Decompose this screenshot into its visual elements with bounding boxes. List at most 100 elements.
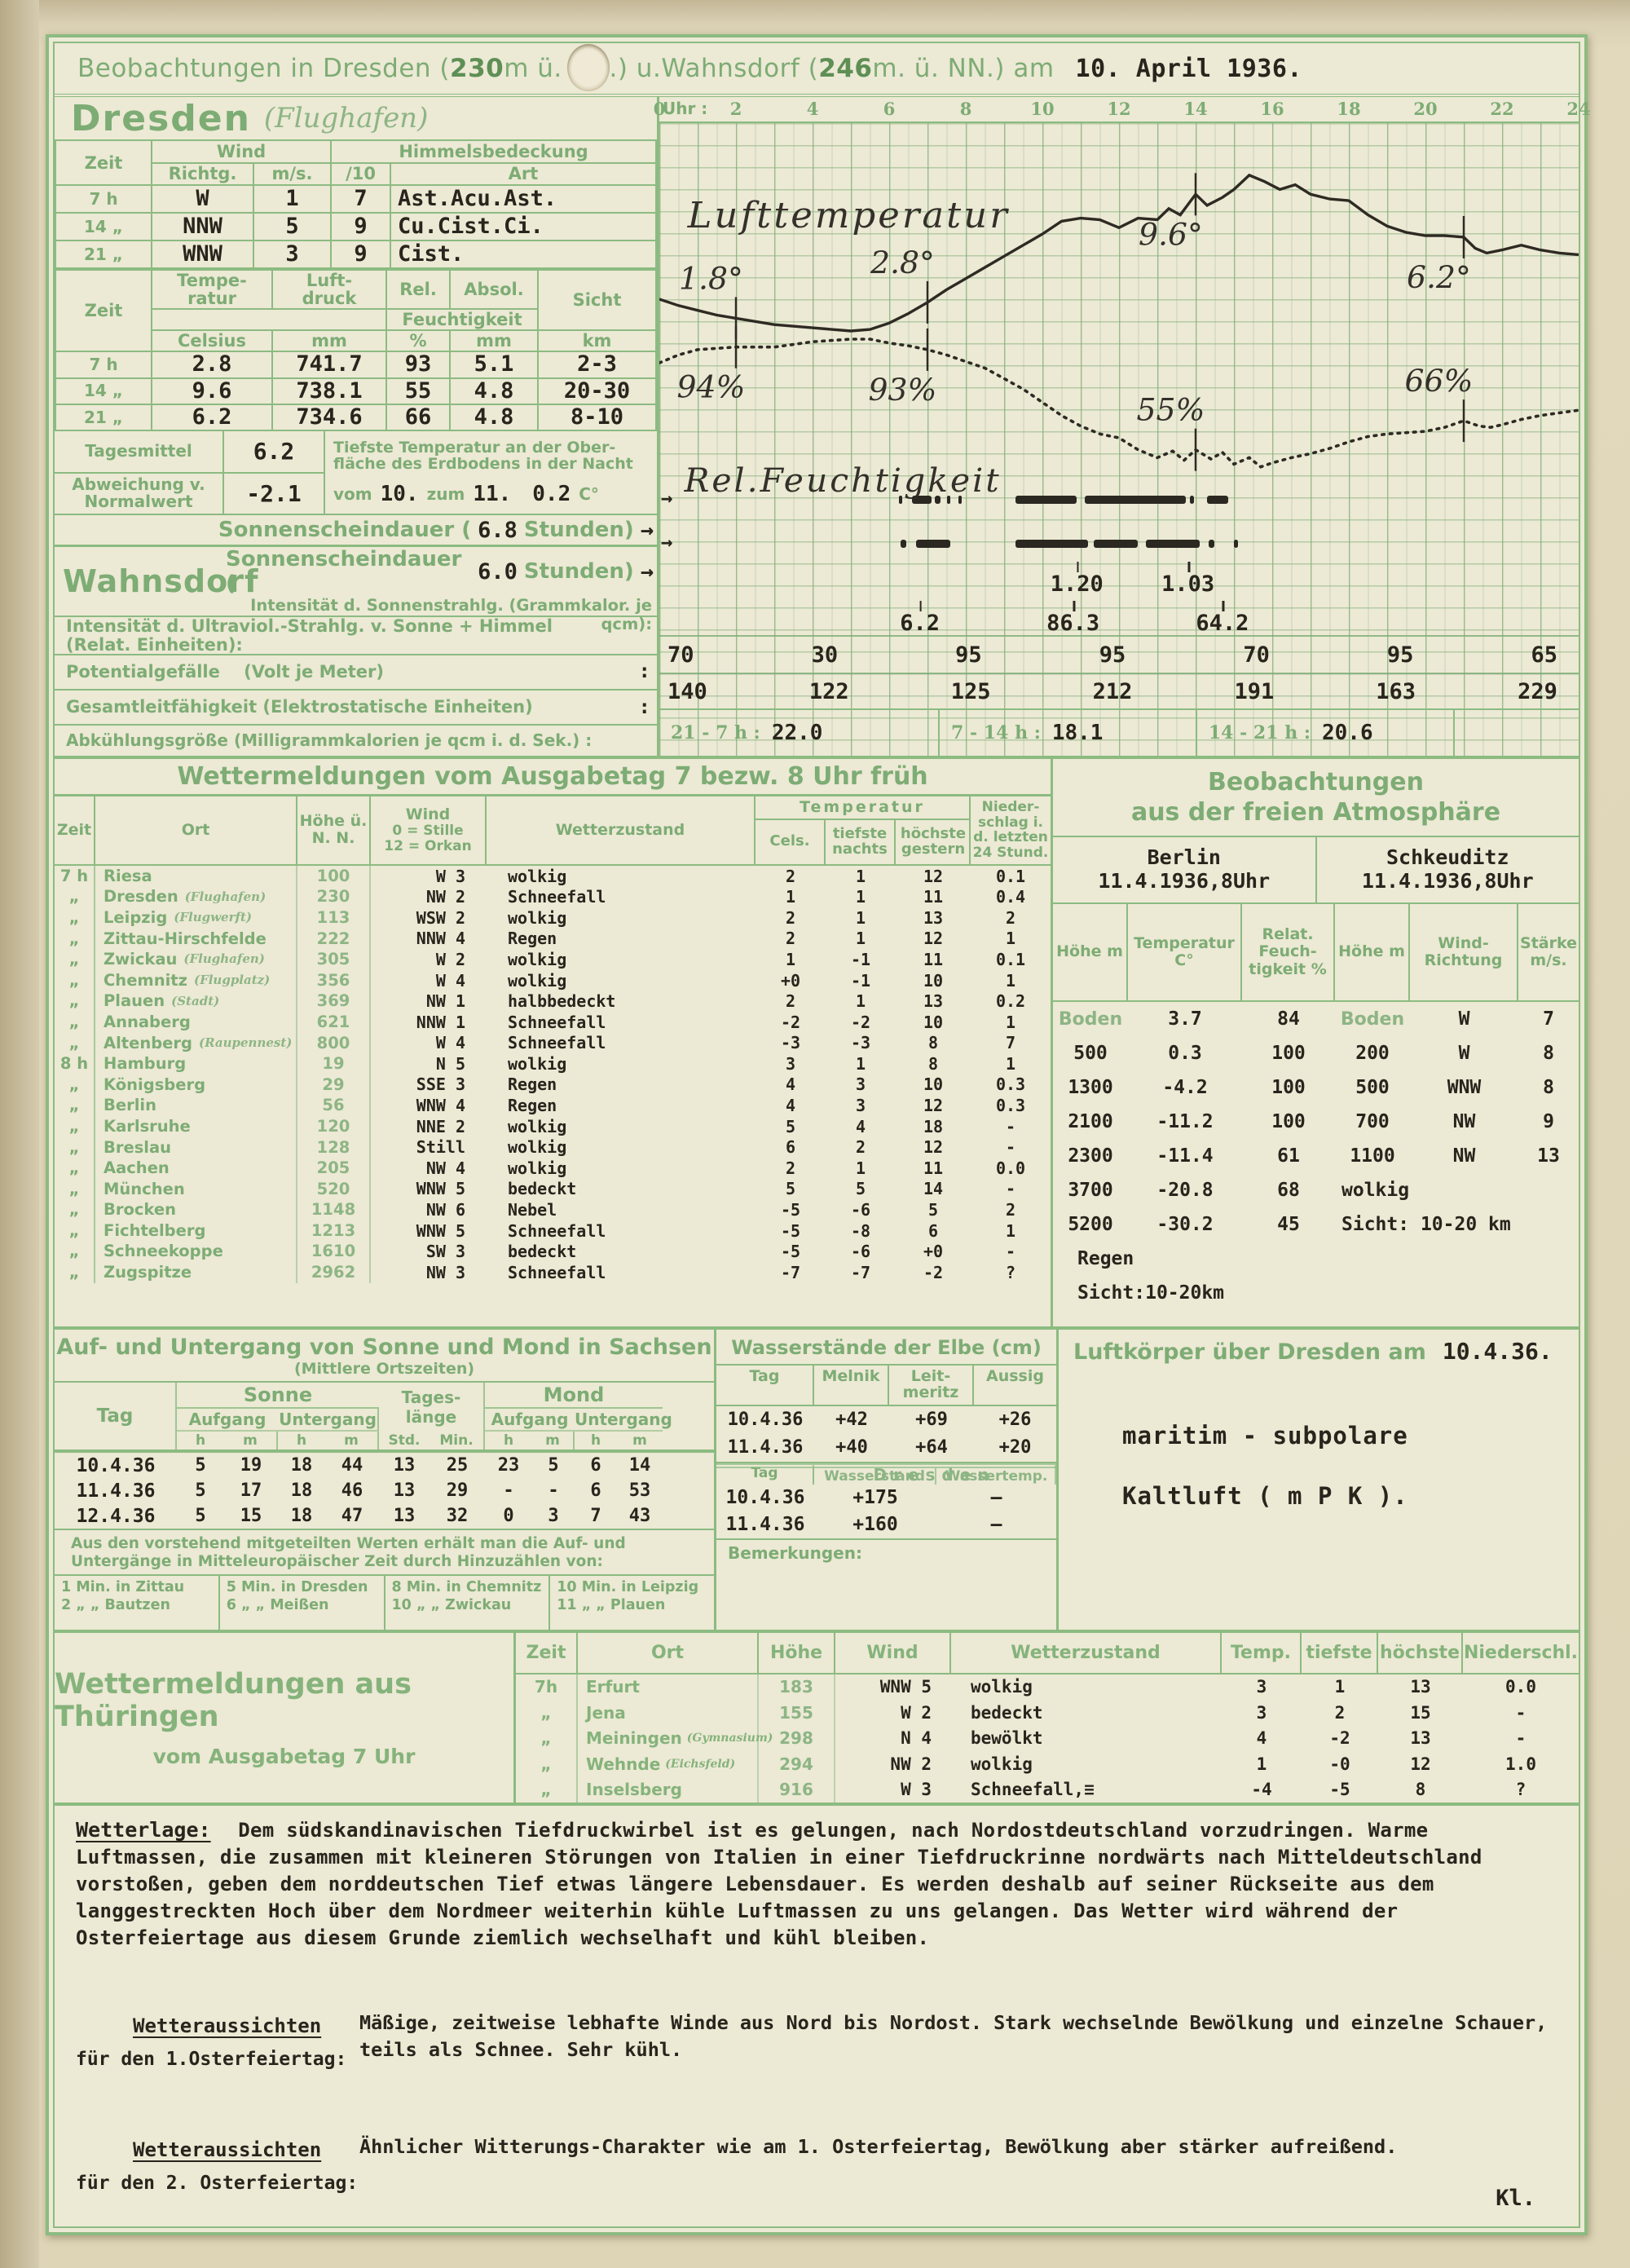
aussicht-2-label: Wetteraussichten bbox=[133, 2138, 322, 2161]
hour-tick: 12 bbox=[1107, 99, 1131, 119]
hour-tick: 6 bbox=[883, 99, 896, 119]
abweichung-label: Abweichung v. Normalwert bbox=[55, 473, 224, 514]
measurement-value: 86.3 bbox=[1046, 601, 1099, 636]
thueringen-row: „ Meiningen (Gymnasium) 298 N 4 bewölkt 4 -2 13- bbox=[516, 1725, 1579, 1751]
wahnsdorf-block: Wahnsdorf Sonnenscheindauer ( 6.0 Stunde… bbox=[55, 547, 657, 633]
measurement-value: 163 bbox=[1376, 678, 1416, 704]
dresden-heading: Dresden bbox=[71, 97, 251, 139]
svg-text:9.6°: 9.6° bbox=[1139, 217, 1203, 253]
hour-tick: 20 bbox=[1413, 99, 1438, 119]
title-alt-dresden: 230 bbox=[450, 54, 504, 83]
freie-atmosphaere-header: Höhe m Tempe­ratur C° Relat. Feuch­tigke… bbox=[1053, 904, 1579, 1002]
hour-tick: 14 bbox=[1183, 99, 1208, 119]
abkuehlung-cell bbox=[1455, 710, 1579, 756]
arrow-icon: → bbox=[640, 558, 654, 585]
title-text-4: m. ü. NN.) am bbox=[872, 54, 1055, 83]
sonne-mond-panel: Auf- und Untergang von Sonne und Mond in… bbox=[55, 1330, 716, 1630]
atmosphere-row: Regen bbox=[1077, 1248, 1134, 1269]
title-alt-wahnsdorf: 246 bbox=[818, 54, 873, 83]
wetter-table-row: „ Aachen 205 NW 4 wolkig 2 1 11 0.0 bbox=[55, 1158, 1051, 1179]
elbe-header: Tag Melnik Leit­meritz Aussig bbox=[716, 1366, 1056, 1406]
bottom-middle-section: Auf- und Untergang von Sonne und Mond in… bbox=[55, 1330, 1579, 1633]
aussicht-2-text: Ähnlicher Witterungs-Charakter wie am 1.… bbox=[359, 2135, 1398, 2158]
luftkoerper-panel: Luftkörper über Dresden am 10.4.36. mari… bbox=[1059, 1330, 1579, 1630]
hour-tick: 16 bbox=[1260, 99, 1284, 119]
measurement-value: 64.2 bbox=[1196, 601, 1249, 636]
wetter-table-row: „ Chemnitz (Flugplatz) 356 W 4 wolkig +0 -1 10 1 bbox=[55, 969, 1051, 991]
thueringen-row: „ Inselsberg 916 W 3 Schneefall,≡ -4 -5 8? bbox=[516, 1776, 1579, 1802]
wettermeldungen-panel: Wettermeldungen vom Ausgabetag 7 bezw. 8… bbox=[55, 759, 1054, 1326]
hour-tick: 10 bbox=[1030, 99, 1055, 119]
title-text-1: Beobachtungen in Dresden ( bbox=[77, 54, 450, 83]
aussicht-2-sublabel: für den 2. Osterfeiertag: bbox=[76, 2173, 359, 2194]
sonne-mond-additions: 1 Min. in Zittau 2 „ „ Bautzen 5 Min. in D… bbox=[55, 1573, 714, 1630]
arrow-icon: → bbox=[640, 517, 654, 543]
wetterlage-text: Dem südskandinavischen Tiefdruckwirbel i… bbox=[76, 1819, 1482, 1950]
leitfaehigkeit-label-row: Gesamtleitfähigkeit (Elektrostatische Ei… bbox=[55, 691, 657, 726]
potential-values: 70 30 95 95 70 95 65 bbox=[659, 635, 1579, 673]
time-addition-cell: 8 Min. in Chemnitz 10 „ „ Zwickau bbox=[385, 1575, 551, 1630]
sunshine-bar-segment bbox=[1209, 540, 1215, 548]
arrow-icon: → bbox=[661, 487, 673, 510]
sunshine-bar-segment bbox=[1015, 496, 1077, 504]
sunshine-bar-segment bbox=[912, 496, 932, 504]
wetter-table-row: „ Plauen (Stadt) 369 NW 1 halbbedeckt 2 1 13 0.2 bbox=[55, 991, 1051, 1012]
svg-text:2.8°: 2.8° bbox=[870, 245, 935, 280]
wetter-table-row: 7 h Riesa 100 W 3 wolkig 2 1 12 0.1 bbox=[55, 865, 1051, 887]
wetter-table-row: „ Breslau 128 Still wolkig 6 2 12- bbox=[55, 1136, 1051, 1158]
wetter-table-row: „ Berlin 56 WNW 4 Regen 4 3 12 0.3 bbox=[55, 1095, 1051, 1116]
temperature-humidity-chart: 1.8° 2.8° 9.6° 6.2° 94% 93% 55% 66% Lufttemperat… bbox=[659, 173, 1579, 500]
hour-tick: 4 bbox=[806, 99, 819, 119]
middle-section: Wettermeldungen vom Ausgabetag 7 bezw. 8… bbox=[55, 759, 1579, 1330]
station-schkeuditz: Schkeuditz bbox=[1386, 845, 1509, 870]
atmosphere-row: 3700 -20.8 68 wolkig bbox=[1068, 1180, 1410, 1201]
luftkoerper-line1: maritim - subpolare bbox=[1122, 1422, 1408, 1449]
measurement-value: 122 bbox=[808, 678, 849, 704]
sonne-mond-subtitle: (Mittlere Ortszeiten) bbox=[55, 1360, 714, 1383]
sunshine-bar-segment bbox=[1189, 496, 1194, 504]
sunshine-bar-segment bbox=[1234, 540, 1238, 548]
page-edge-shade bbox=[0, 0, 39, 2268]
thueringen-row: „ Jena 155 W 2 bedeckt 3 2 15- bbox=[516, 1700, 1579, 1726]
elbe-row: 10.4.36 +42 +69 +26 bbox=[727, 1410, 1032, 1431]
wind-table-row: 21 „ WNW 3 9 Cist. bbox=[55, 240, 657, 270]
atmosphere-row: Boden 3.7 84 Boden W 7 bbox=[1058, 1008, 1554, 1030]
thueringen-table: Zeit Ort Höhe Wind Wetterzustand Temp. t… bbox=[516, 1633, 1579, 1802]
sunshine-bar-segment bbox=[1145, 540, 1200, 548]
temp-table-row: 14 „ 9.6 738.1 55 4.8 20-30 bbox=[55, 377, 657, 405]
measurement-value: 65 bbox=[1531, 642, 1557, 668]
tagesmittel-block: Tagesmittel 6.2 Abweichung v. Normalwert… bbox=[55, 431, 657, 516]
wetter-table-row: „ Annaberg 621 NNW 1 Schneefall -2 -2 10 1 bbox=[55, 1011, 1051, 1033]
measurement-value: 30 bbox=[811, 642, 839, 668]
svg-text:6.2°: 6.2° bbox=[1407, 259, 1471, 295]
measurement-value: 1.03 bbox=[1161, 562, 1214, 597]
sonne-mond-title: Auf- und Untergang von Sonne und Mond in… bbox=[56, 1335, 712, 1360]
intensitaet-values: 1.20 1.03 bbox=[659, 562, 1579, 598]
measurement-value: 95 bbox=[1386, 642, 1414, 668]
hour-tick: 2 bbox=[729, 99, 742, 119]
wetter-table-row: „ Zwickau (Flughafen) 305 W 2 wolkig 1 -1 11 0.1 bbox=[55, 949, 1051, 970]
bodenmin-label: Tiefste Temperatur an der Ober­fläche de… bbox=[333, 438, 633, 474]
measurement-value: 95 bbox=[1099, 642, 1126, 668]
arrow-icon: → bbox=[661, 531, 673, 554]
wetter-table-row: „ Dresden (Flughafen) 230 NW 2 Schneefall 1 1 11… bbox=[55, 886, 1051, 907]
leitfaehigkeit-values: 140 122 125 212 191 163 229 bbox=[659, 673, 1579, 708]
sunshine-bar-segment bbox=[1207, 496, 1228, 504]
sun-moon-row: 10.4.36 5 19 18 44 13 25 23 5 6 14 bbox=[76, 1454, 651, 1476]
aussicht-2-section: Wetteraussichten für den 2. Osterfeierta… bbox=[55, 2127, 1579, 2194]
temp-table-row: 7 h 2.8 741.7 93 5.1 2-3 bbox=[55, 351, 657, 379]
wetter-table-row: 8 h Hamburg 19 N 5 wolkig 3 1 8 1 bbox=[55, 1053, 1051, 1074]
form-title: Beobachtungen in Dresden (230 m ü. NN.) … bbox=[55, 43, 1579, 97]
svg-text:94%: 94% bbox=[676, 369, 745, 405]
wahnsdorf-heading: Wahnsdorf bbox=[63, 563, 259, 600]
dresden-heading-note: (Flughafen) bbox=[263, 102, 429, 135]
hour-tick: 22 bbox=[1490, 99, 1514, 119]
sonne-mond-header: Tag Sonne Tages-länge Mond Aufgang Unter… bbox=[55, 1383, 714, 1452]
abkuehlung-cell: 7 - 14 h :18.1 bbox=[940, 710, 1197, 756]
dresden-panel: Dresden (Flughafen) Zeit Wind Himmelsbed… bbox=[55, 97, 659, 756]
atmosphere-row: Sicht:10-20km bbox=[1077, 1282, 1225, 1304]
measurement-value: 95 bbox=[955, 642, 982, 668]
luftkoerper-date: 10.4.36. bbox=[1442, 1338, 1553, 1365]
dresden-water-row: 10.4.36 +175– bbox=[725, 1487, 1002, 1509]
sunshine-bar-segment bbox=[935, 496, 941, 504]
